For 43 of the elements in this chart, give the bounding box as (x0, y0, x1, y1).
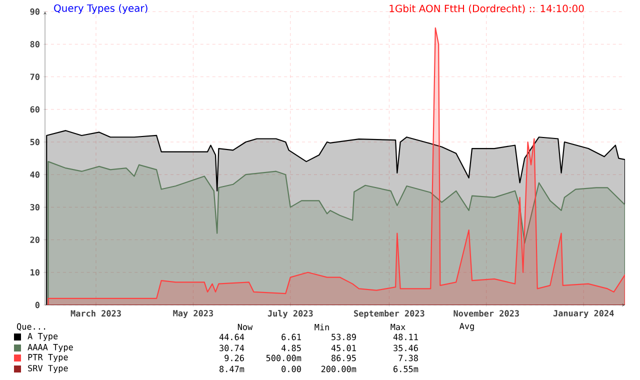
x-tick-label: September 2023 (354, 310, 424, 318)
legend-label: PTR Type (28, 354, 68, 362)
text: 45.01 (331, 344, 356, 352)
legend-label: SRV Type (28, 364, 68, 374)
text: 48.11 (393, 334, 418, 340)
text: 30.74 (220, 344, 244, 352)
text: Max (390, 324, 406, 330)
x-tick-label: January 2024 (553, 310, 614, 318)
text: 86.95 (332, 354, 356, 362)
y-tick-label: 80 (30, 41, 40, 48)
text: 200.00m (321, 366, 356, 372)
text: 35.46 (394, 344, 418, 352)
x-tick-label: March 2023 (70, 310, 121, 317)
text: 4.85 (282, 344, 301, 352)
text: 44.64 (219, 334, 244, 340)
x-tick-label: May 2023 (173, 310, 214, 318)
text: 53.89 (332, 334, 356, 340)
y-tick-label: 0 (35, 302, 40, 308)
text: Avg (460, 323, 474, 331)
y-tick-label: 60 (30, 106, 40, 113)
text: 8.47m (220, 366, 244, 372)
text: 6.55m (394, 366, 418, 372)
chart-title: Query Types (year) (54, 4, 148, 14)
y-tick-label: 90 (30, 8, 40, 15)
legend-title: Que... (17, 323, 46, 331)
legend-label: A Type (28, 333, 58, 341)
text: 0.00 (282, 366, 301, 372)
x-tick-label: July 2023 (268, 310, 313, 318)
chart-subtitle: 1Gbit AON FttH (Dordrecht) :: 14:10:00 (390, 4, 584, 14)
y-tick-label: 40 (30, 171, 40, 178)
y-tick-label: 50 (30, 138, 40, 146)
text: Min (314, 324, 329, 330)
y-tick-label: 70 (30, 74, 40, 80)
text: 500.00m (266, 354, 302, 362)
text: 7.38 (398, 354, 418, 362)
text: 6.61 (282, 334, 301, 340)
x-tick-label: November 2023 (454, 310, 519, 317)
text: Now (238, 324, 253, 330)
y-tick-label: 10 (30, 269, 40, 276)
y-tick-label: 30 (30, 204, 40, 210)
legend-label: AAAA Type (28, 344, 73, 352)
y-tick-label: 20 (30, 236, 40, 244)
text: 9.26 (224, 354, 244, 362)
